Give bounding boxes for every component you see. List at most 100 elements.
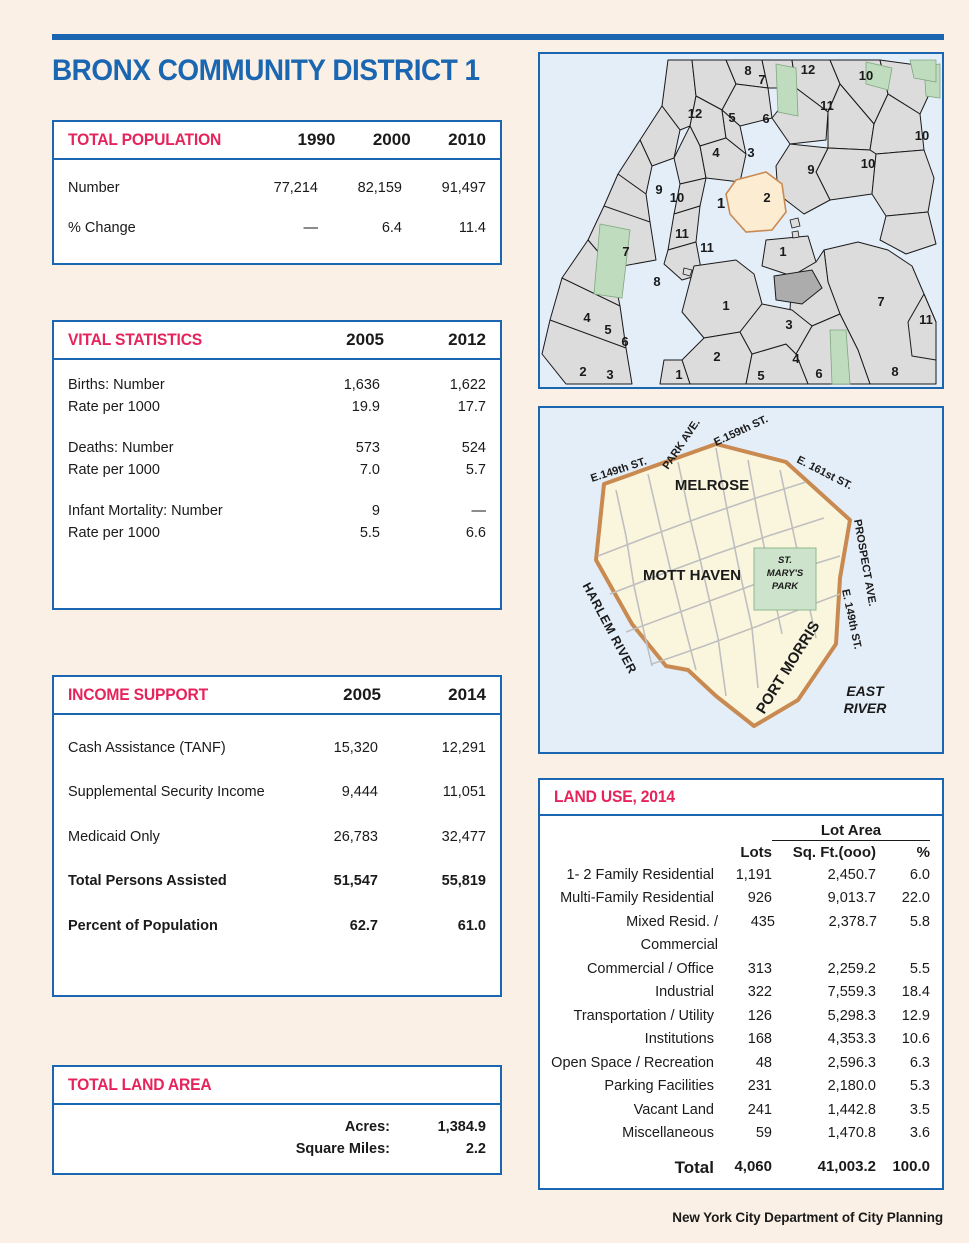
row-label: Industrial bbox=[655, 984, 714, 1001]
income-support-header: INCOME SUPPORT 2005 2014 bbox=[54, 677, 500, 715]
table-row: Multi-Family Residential 926 9,013.7 22.… bbox=[548, 887, 930, 910]
cell-value: 19.9 bbox=[351, 399, 380, 416]
svg-text:4: 4 bbox=[583, 310, 591, 325]
cell-value: — bbox=[471, 502, 487, 519]
cell-sqft: 1,470.8 bbox=[827, 1125, 876, 1142]
svg-text:2: 2 bbox=[579, 364, 586, 379]
svg-text:10: 10 bbox=[859, 68, 873, 83]
cell-value: 1,622 bbox=[449, 377, 486, 393]
cell-lots: 231 bbox=[747, 1078, 772, 1095]
table-row: Cash Assistance (TANF) 15,320 12,291 bbox=[68, 726, 486, 770]
cell-value: 26,783 bbox=[333, 828, 378, 845]
row-label: Deaths: Number bbox=[68, 439, 174, 456]
cell-sqft: 1,442.8 bbox=[827, 1101, 876, 1118]
cell-value: 17.7 bbox=[457, 399, 486, 416]
column-header-lots: Lots bbox=[740, 844, 772, 861]
row-label: Supplemental Security Income bbox=[68, 784, 265, 801]
row-label: Births: Number bbox=[68, 377, 165, 393]
total-population-heading: TOTAL POPULATION bbox=[68, 130, 222, 149]
svg-text:7: 7 bbox=[758, 72, 765, 87]
table-row: Vacant Land 241 1,442.8 3.5 bbox=[548, 1099, 930, 1122]
row-label: Rate per 1000 bbox=[68, 462, 160, 479]
table-row: Supplemental Security Income 9,444 11,05… bbox=[68, 770, 486, 814]
row-label: 1- 2 Family Residential bbox=[566, 867, 714, 883]
total-population-body: Number 77,214 82,159 91,497 % Change — 6… bbox=[54, 160, 500, 259]
svg-text:10: 10 bbox=[670, 190, 684, 205]
row-label: Institutions bbox=[644, 1031, 714, 1048]
cell-sqft: 2,180.0 bbox=[827, 1078, 876, 1095]
column-header-2014: 2014 bbox=[448, 685, 486, 704]
column-header-2000: 2000 bbox=[372, 130, 411, 149]
park-label-line2: MARY'S bbox=[767, 568, 804, 579]
column-header-2012: 2012 bbox=[448, 330, 486, 349]
row-label: Square Miles: bbox=[295, 1140, 390, 1157]
neighborhood-label-melrose: MELROSE bbox=[675, 477, 749, 494]
cell-value: 6.4 bbox=[381, 220, 402, 237]
column-header-percent: % bbox=[916, 844, 930, 861]
svg-text:4: 4 bbox=[792, 351, 800, 366]
total-label: Total bbox=[674, 1157, 714, 1177]
source-credit: New York City Department of City Plannin… bbox=[672, 1210, 943, 1225]
cell-lots: 168 bbox=[747, 1031, 772, 1048]
cell-value: 82,159 bbox=[357, 180, 402, 196]
cell-lots: 48 bbox=[755, 1054, 772, 1071]
cell-lots: 322 bbox=[747, 984, 772, 1001]
cell-percent: 3.6 bbox=[909, 1125, 930, 1142]
cell-value: 32,477 bbox=[441, 828, 486, 845]
cell-percent: 3.5 bbox=[909, 1101, 930, 1118]
cell-value: — bbox=[303, 220, 319, 237]
svg-text:9: 9 bbox=[807, 162, 814, 177]
svg-text:3: 3 bbox=[747, 145, 754, 160]
row-label: Rate per 1000 bbox=[68, 525, 160, 542]
svg-text:7: 7 bbox=[622, 244, 629, 259]
cell-value: 15,320 bbox=[333, 740, 378, 756]
column-header-sqft: Sq. Ft.(ooo) bbox=[792, 844, 876, 861]
table-row: Infant Mortality: Number 9 — bbox=[68, 500, 486, 522]
column-header-category bbox=[548, 844, 714, 861]
cell-percent: 5.3 bbox=[909, 1078, 930, 1095]
row-label: Commercial / Office bbox=[586, 960, 714, 977]
cell-value: 573 bbox=[355, 439, 380, 456]
table-row: Industrial 322 7,559.3 18.4 bbox=[548, 981, 930, 1004]
svg-text:5: 5 bbox=[757, 368, 764, 383]
cell-value: 9 bbox=[371, 502, 380, 519]
cell-percent: 6.3 bbox=[909, 1054, 930, 1071]
cell-sqft: 7,559.3 bbox=[827, 984, 876, 1001]
cell-value: 11.4 bbox=[458, 220, 486, 237]
table-row: Mixed Resid. / Commercial 435 2,378.7 5.… bbox=[548, 911, 930, 958]
table-row: Square Miles: 2.2 bbox=[68, 1139, 486, 1161]
total-population-header: TOTAL POPULATION 1990 2000 2010 bbox=[54, 122, 500, 160]
land-use-body: Lot Area Lots Sq. Ft.(ooo) % 1- 2 Family… bbox=[540, 816, 942, 1186]
row-label: Rate per 1000 bbox=[68, 399, 160, 416]
cell-value: 1,636 bbox=[343, 377, 380, 393]
row-label: Number bbox=[68, 180, 120, 196]
cell-percent: 22.0 bbox=[901, 890, 930, 907]
total-percent: 100.0 bbox=[892, 1157, 930, 1175]
row-label: Parking Facilities bbox=[604, 1078, 714, 1095]
park-label-line3: PARK bbox=[772, 581, 799, 592]
cell-lots: 926 bbox=[747, 890, 772, 907]
row-label: Percent of Population bbox=[68, 917, 218, 934]
cell-value: 12,291 bbox=[441, 740, 486, 756]
total-sqft: 41,003.2 bbox=[817, 1157, 876, 1175]
svg-text:10: 10 bbox=[915, 128, 929, 143]
table-row: Number 77,214 82,159 91,497 bbox=[68, 168, 486, 208]
table-row: Rate per 1000 5.5 6.6 bbox=[68, 522, 486, 544]
cell-value: 524 bbox=[461, 439, 486, 456]
park-label-line1: ST. bbox=[778, 555, 792, 566]
svg-text:3: 3 bbox=[785, 317, 792, 332]
row-label: Medicaid Only bbox=[68, 828, 160, 845]
svg-text:3: 3 bbox=[606, 367, 613, 382]
svg-text:8: 8 bbox=[891, 364, 898, 379]
cell-percent: 12.9 bbox=[901, 1007, 930, 1024]
cell-value: 51,547 bbox=[333, 873, 378, 890]
table-row: Transportation / Utility 126 5,298.3 12.… bbox=[548, 1005, 930, 1028]
header-rule bbox=[52, 34, 944, 40]
svg-text:11: 11 bbox=[675, 226, 689, 241]
table-row: Deaths: Number 573 524 bbox=[68, 437, 486, 459]
svg-text:1: 1 bbox=[717, 195, 725, 212]
svg-text:11: 11 bbox=[919, 312, 933, 327]
row-label: Transportation / Utility bbox=[573, 1007, 714, 1024]
row-label: Mixed Resid. / Commercial bbox=[626, 913, 719, 954]
